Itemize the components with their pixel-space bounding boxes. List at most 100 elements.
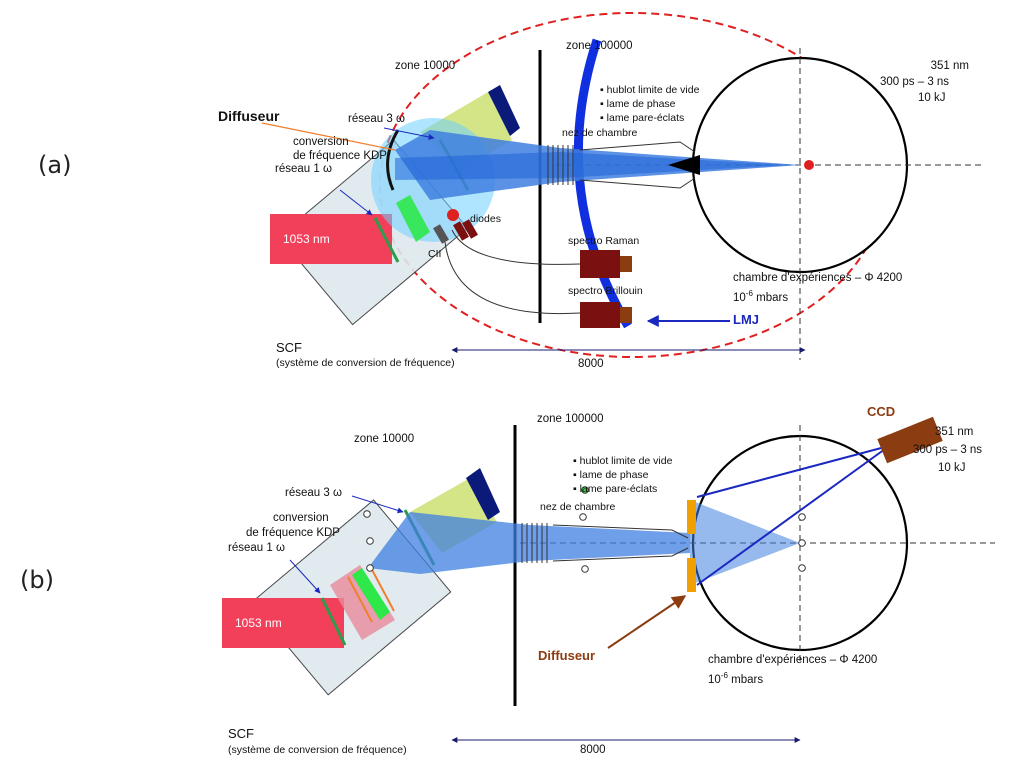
raman-tip	[620, 256, 632, 272]
fiber-raman	[451, 229, 581, 265]
marker-b7	[798, 513, 806, 521]
cii-label: CII	[428, 248, 442, 260]
marker-b9	[798, 564, 806, 572]
zone-low-label-a: zone 10000	[395, 60, 456, 72]
laser-input	[270, 214, 392, 264]
bullet-a-2: ▪ lame de phase	[600, 98, 676, 110]
brillouin-box	[580, 302, 620, 328]
panel-a-tag: (a)	[38, 151, 72, 179]
zone-high-label-b: zone 100000	[537, 413, 604, 425]
pulse-label-b: 300 ps – 3 ns	[913, 444, 983, 456]
diode-marker	[447, 209, 459, 221]
laser-label-a: 1053 nm	[283, 232, 330, 246]
scf-full-label-b: (système de conversion de fréquence)	[228, 744, 407, 756]
kdp-crystal-b	[352, 568, 390, 620]
ccd-ray-bottom	[696, 448, 886, 586]
main-beam-b	[368, 512, 690, 574]
chamber-nose	[579, 141, 696, 189]
conversion-label-a-1: conversion	[293, 136, 349, 148]
diffuser-pointer-a	[261, 122, 396, 151]
target-dot	[804, 160, 814, 170]
dim-label-b: 8000	[580, 744, 606, 756]
marker-b3	[366, 564, 374, 572]
grating3-label-b: réseau 3 ω	[285, 487, 342, 499]
diode-block-1	[453, 221, 469, 241]
grating3-label-a: réseau 3 ω	[348, 113, 405, 125]
zone-low-label-b: zone 10000	[354, 433, 415, 445]
pressure-label-a: 10-6 mbars	[733, 289, 789, 304]
diffuser-plate-top	[687, 500, 696, 534]
diodes-label: diodes	[470, 213, 501, 225]
orange-plate-1	[347, 576, 373, 623]
nose-label-a: nez de chambre	[562, 127, 638, 139]
ccd-label: CCD	[867, 404, 896, 419]
grating1-label-b: réseau 1 ω	[228, 542, 285, 554]
conversion-label-a-2: de fréquence KDP	[293, 150, 387, 162]
diffuser-label-a: Diffuseur	[218, 108, 280, 124]
grating1-pointer-a	[339, 189, 373, 216]
ccd-ray-top	[696, 446, 886, 498]
diffuser-label-b: Diffuseur	[538, 648, 596, 663]
lmj-arc	[573, 38, 632, 329]
window-stack-b	[521, 523, 548, 563]
chamber-beam-b	[690, 500, 800, 585]
pressure-label-b: 10-6 mbars	[708, 671, 764, 686]
scf-label-b: SCF	[228, 726, 254, 741]
bullet-a-1: ▪ hublot limite de vide	[600, 84, 700, 96]
zone-high-label-a: zone 100000	[566, 40, 633, 52]
grating1-label-a: réseau 1 ω	[275, 163, 332, 175]
laser-label-b: 1053 nm	[235, 616, 282, 630]
raman-box	[580, 250, 620, 278]
bullet-b-1: ▪ hublot limite de vide	[573, 455, 673, 467]
filter-cap	[488, 85, 520, 136]
scf-full-label-a: (système de conversion de fréquence)	[276, 357, 455, 369]
chamber-nose-b	[552, 524, 689, 562]
panel-a	[261, 12, 985, 360]
bullet-a-3: ▪ lame pare-éclats	[600, 112, 685, 124]
dim-label-a: 8000	[578, 358, 604, 370]
fiber-brillouin	[444, 241, 581, 315]
window-stack	[547, 145, 574, 185]
diffuser-plate-bottom	[687, 558, 696, 592]
marker-b2	[366, 537, 374, 545]
ccd-camera	[877, 416, 943, 464]
nose-label-b: nez de chambre	[540, 501, 616, 513]
laser-input-b	[222, 598, 344, 648]
grating3-pointer-b	[351, 495, 404, 514]
nose-arrow	[668, 155, 700, 175]
diode-block-2	[462, 219, 478, 239]
cii-block	[433, 224, 449, 244]
grating1-pointer-b	[289, 559, 321, 594]
grating-1w	[373, 217, 400, 263]
raman-label: spectro Raman	[568, 235, 640, 247]
brillouin-tip	[620, 307, 632, 323]
marker-b8	[798, 539, 806, 547]
grating3-pointer-a	[383, 127, 435, 140]
wavelength-label-a: 351 nm	[930, 60, 969, 72]
marker-b5	[579, 513, 587, 521]
orange-plate-2	[369, 565, 395, 612]
marker-b4	[581, 486, 589, 494]
grating-1w-b	[320, 597, 347, 646]
diffuser-pointer-b	[607, 595, 687, 649]
marker-b1	[363, 510, 371, 518]
beam-core	[395, 152, 790, 180]
bullet-b-2: ▪ lame de phase	[573, 469, 649, 481]
energy-label-a: 10 kJ	[918, 92, 946, 104]
kdp-crystal	[396, 195, 430, 242]
wavelength-label-b: 351 nm	[935, 426, 974, 438]
brillouin-label: spectro Brillouin	[568, 285, 643, 297]
diffuser-arc	[386, 129, 400, 191]
energy-label-b: 10 kJ	[938, 462, 966, 474]
panel-b	[222, 416, 995, 743]
pulse-label-a: 300 ps – 3 ns	[880, 76, 950, 88]
chamber-label-a: chambre d'expériences – Φ 4200	[733, 272, 903, 284]
conversion-label-b-1: conversion	[273, 512, 329, 524]
lmj-label: LMJ	[733, 312, 759, 327]
chamber-label-b: chambre d'expériences – Φ 4200	[708, 654, 878, 666]
panel-b-tag: (b)	[20, 566, 54, 594]
scf-label-a: SCF	[276, 340, 302, 355]
marker-b6	[581, 565, 589, 573]
filter-cap-b	[466, 468, 500, 520]
